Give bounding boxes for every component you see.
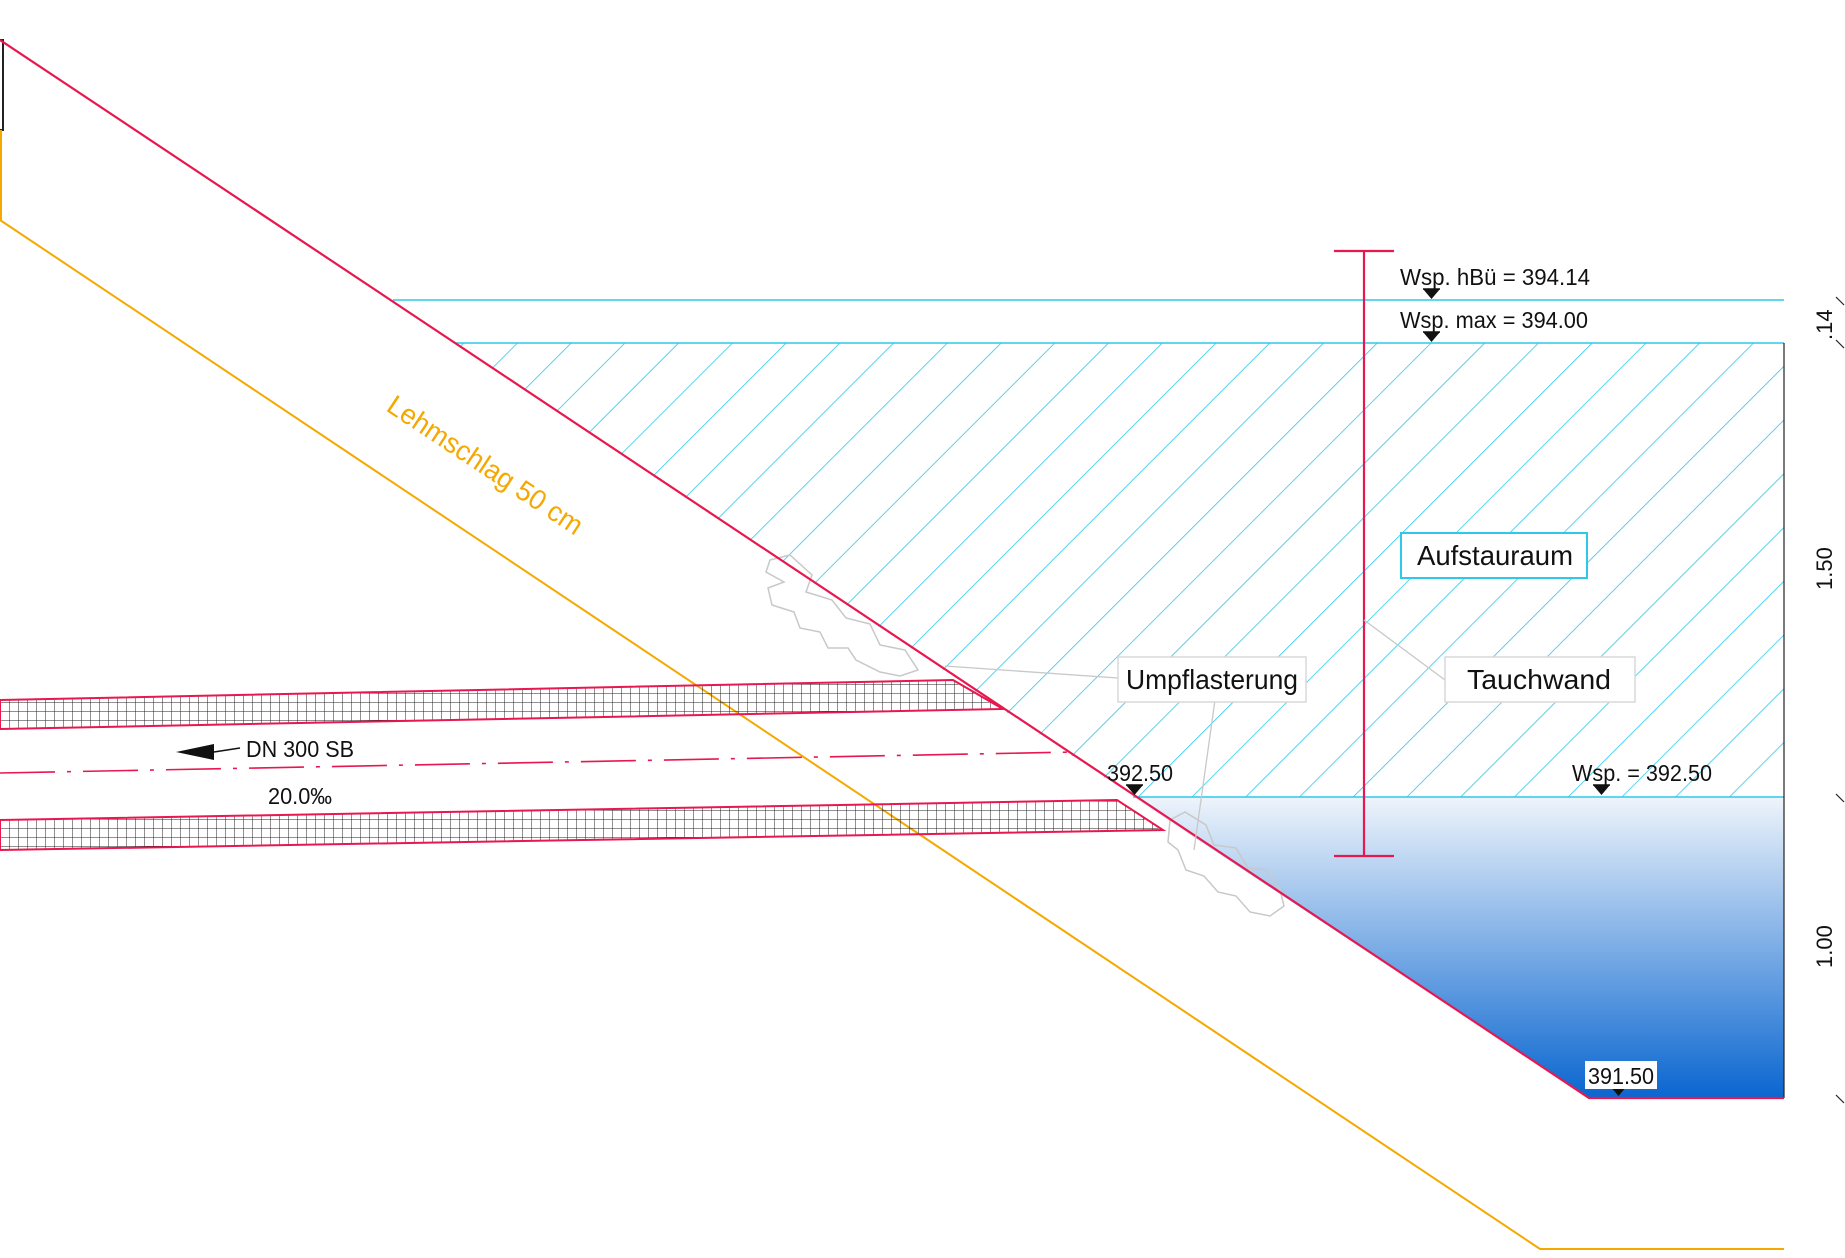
wsp-hbu-label: Wsp. hBü = 394.14 [1400,264,1590,290]
umpflasterung-leader-2 [1193,699,1216,851]
dimension-lower: 1.00 [1812,925,1837,968]
level-marker-392-right [1593,784,1610,795]
pipe-wall-upper [0,678,1007,731]
level-marker-hbu [1423,288,1440,299]
pipe-axis [0,751,1076,774]
wsp-low-label: Wsp. = 392.50 [1572,760,1712,786]
pipe-wall-lower [0,798,1167,852]
clay-layer-line [0,219,1784,1250]
structure-edge [0,39,4,131]
tauchwand-box [1444,656,1636,703]
umpflasterung-box [1117,656,1307,703]
dimension-upper: 1.50 [1812,547,1837,590]
tauchwand-label: Tauchwand [1467,664,1611,695]
slope-label: 20.0‰ [268,783,332,809]
wsp-max-label: Wsp. max = 394.00 [1400,307,1588,333]
water-body [1133,797,1784,1098]
aufstauraum-box [1400,532,1588,579]
paving-stones-lower [1167,811,1285,917]
umpflasterung-leader [944,665,1119,679]
umpflasterung-label: Umpflasterung [1126,664,1298,695]
dimension-ticks [1835,296,1845,1104]
pipe-label: DN 300 SB [246,736,354,762]
level-marker-max [1423,331,1440,342]
tauchwand-leader [1363,619,1446,681]
dimension-top: .14 [1812,309,1837,340]
tauchwand [1334,249,1394,858]
paving-stones-upper [765,554,920,677]
level-391-label: 391.50 [1588,1063,1654,1089]
aufstauraum-label: Aufstauraum [1417,540,1573,571]
embankment-line [0,39,1784,1100]
level-391-box [1585,1061,1657,1089]
level-marker-392-left [1126,784,1143,795]
flow-arrow-icon [176,744,241,760]
level-392-label: 392.50 [1107,760,1173,786]
